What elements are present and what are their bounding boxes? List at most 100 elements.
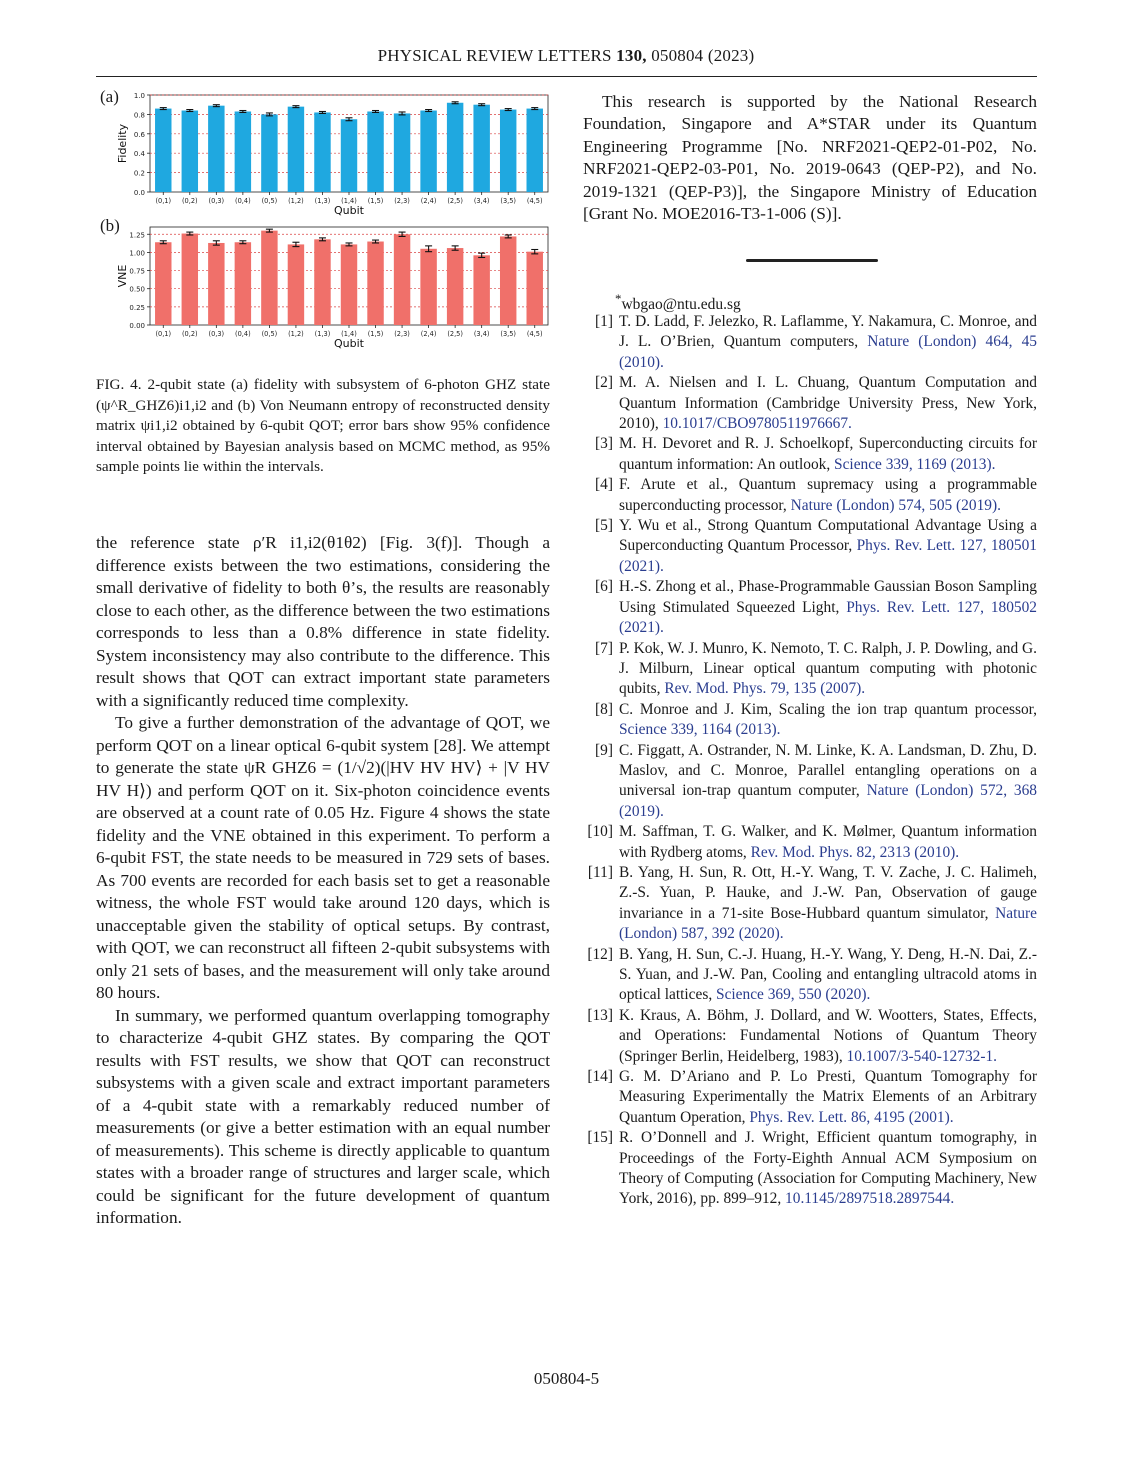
reference-link[interactable]: Rev. Mod. Phys. 82, 2313 (2010).	[750, 843, 960, 861]
x-tick-label: (1,5)	[368, 330, 384, 338]
x-tick-label: (0,4)	[235, 330, 251, 338]
reference-link[interactable]: Science 339, 1169 (2013).	[834, 455, 996, 473]
x-tick-label: (1,4)	[341, 197, 357, 205]
x-tick-label: (0,1)	[155, 330, 171, 338]
reference-item: [4] F. Arute et al., Quantum supremacy us…	[583, 475, 1037, 516]
reference-text: C. Monroe and J. Kim, Scaling the ion tr…	[619, 700, 1037, 718]
reference-text: Y. Wu et al., Strong Quantum Computation…	[619, 517, 1037, 555]
reference-text: H.-S. Zhong et al., Phase-Programmable G…	[619, 578, 1037, 616]
reference-link[interactable]: 10.1017/CBO9780511976667.	[662, 415, 852, 433]
x-tick-label: (0,3)	[209, 197, 225, 205]
bar	[526, 251, 543, 325]
bar	[499, 236, 517, 325]
x-tick-label: (0,4)	[235, 197, 251, 205]
journal-name: PHYSICAL REVIEW LETTERS	[377, 46, 612, 65]
reference-number: [3]	[595, 435, 613, 453]
x-tick-label: (1,3)	[315, 330, 331, 338]
x-tick-label: (1,5)	[368, 197, 384, 205]
caption-text: FIG. 4. 2-qubit state (a) fidelity with …	[96, 376, 550, 476]
reference-number: [9]	[595, 741, 613, 759]
x-tick-label: (3,4)	[474, 330, 490, 338]
x-tick-label: (2,4)	[421, 197, 437, 205]
reference-number: [15]	[587, 1129, 613, 1147]
reference-link[interactable]: Science 339, 1164 (2013).	[619, 721, 781, 739]
reference-item: [14] G. M. D’Ariano and P. Lo Presti, Qua…	[583, 1067, 1037, 1128]
y-tick-label: 1.00	[129, 249, 145, 257]
reference-item: [8] C. Monroe and J. Kim, Scaling the ion…	[583, 700, 1037, 741]
y-tick-label: 0.0	[134, 189, 145, 197]
reference-item: [15] R. O’Donnell and J. Wright, Efficien…	[583, 1128, 1037, 1210]
reference-number: [13]	[587, 1006, 613, 1024]
paragraph-2: To give a further demonstration of the a…	[96, 713, 550, 1002]
bar	[393, 113, 411, 192]
bar	[526, 108, 543, 192]
reference-item: [9] C. Figgatt, A. Ostrander, N. M. Linke…	[583, 741, 1037, 823]
x-tick-label: (1,2)	[288, 197, 304, 205]
corresponding-email[interactable]: *wbgao@ntu.edu.sg	[615, 291, 741, 314]
reference-link[interactable]: Phys. Rev. Lett. 127, 180501 (2021).	[619, 537, 1038, 575]
x-tick-label: (0,5)	[262, 330, 278, 338]
bar	[208, 105, 225, 192]
bar	[420, 110, 437, 192]
x-axis-label: Qubit	[334, 337, 365, 350]
reference-link[interactable]: Rev. Mod. Phys. 79, 135 (2007).	[664, 680, 866, 698]
reference-number: [12]	[587, 945, 613, 963]
x-tick-label: (1,4)	[341, 330, 357, 338]
paragraph-3: In summary, we performed quantum overlap…	[96, 1005, 550, 1228]
y-tick-label: 0.75	[129, 268, 145, 276]
reference-item: [13] K. Kraus, A. Böhm, J. Dollard, and W…	[583, 1006, 1037, 1067]
reference-number: [4]	[595, 476, 613, 494]
reference-link[interactable]: Nature (London) 574, 505 (2019).	[790, 496, 1001, 514]
x-tick-label: (3,5)	[500, 330, 516, 338]
reference-item: [10] M. Saffman, T. G. Walker, and K. Møl…	[583, 822, 1037, 863]
acknowledgment: This research is supported by the Nation…	[583, 92, 1037, 224]
y-tick-label: 1.0	[134, 92, 145, 100]
reference-link[interactable]: 10.1007/3-540-12732-1.	[846, 1047, 998, 1065]
email-address[interactable]: wbgao@ntu.edu.sg	[621, 296, 741, 314]
x-tick-label: (0,5)	[262, 197, 278, 205]
reference-link[interactable]: Phys. Rev. Lett. 86, 4195 (2001).	[749, 1108, 954, 1126]
x-tick-label: (4,5)	[527, 197, 543, 205]
figure-caption: FIG. 4. 2-qubit state (a) fidelity with …	[96, 375, 550, 478]
bar	[234, 111, 252, 192]
reference-item: [12] B. Yang, H. Sun, C.-J. Huang, H.-Y. …	[583, 945, 1037, 1006]
x-tick-label: (1,3)	[315, 197, 331, 205]
bar	[208, 242, 225, 325]
x-tick-label: (3,5)	[500, 197, 516, 205]
reference-link[interactable]: Nature (London) 464, 45 (2010).	[619, 333, 1038, 371]
volume-number: 130,	[616, 46, 647, 65]
fidelity-chart: 0.0 0.2 0.4 0.6 0.8 1.0 (0,1) (0,2) (0,3) (0,4) (0…	[116, 92, 549, 217]
bar	[420, 248, 437, 325]
reference-number: [8]	[595, 700, 613, 718]
reference-link[interactable]: Phys. Rev. Lett. 127, 180502 (2021).	[619, 598, 1038, 637]
header-rule	[96, 76, 1037, 77]
section-separator	[746, 259, 878, 262]
bar	[446, 248, 464, 325]
y-tick-label: 0.00	[129, 322, 145, 330]
page-number: 050804-5	[533, 1369, 600, 1388]
x-tick-label: (2,5)	[447, 197, 463, 205]
y-tick-label: 1.25	[129, 231, 145, 239]
y-axis-label: Fidelity	[116, 123, 129, 163]
y-tick-label: 0.25	[129, 304, 145, 312]
bar	[446, 102, 464, 192]
reference-number: [5]	[595, 517, 613, 535]
reference-number: [1]	[595, 313, 613, 330]
reference-link[interactable]: Nature (London) 587, 392 (2020).	[619, 904, 1037, 943]
reference-link[interactable]: Science 369, 550 (2020).	[716, 986, 871, 1004]
reference-item: [11] B. Yang, H. Sun, R. Ott, H.-Y. Wang,…	[583, 863, 1037, 945]
reference-list: [1] T. D. Ladd, F. Jelezko, R. Laflamme, …	[583, 312, 1037, 1210]
reference-text: C. Figgatt, A. Ostrander, N. M. Linke, K…	[619, 741, 1037, 800]
x-tick-label: (2,3)	[394, 330, 410, 338]
reference-link[interactable]: 10.1145/2897518.2897544.	[785, 1190, 955, 1208]
x-tick-label: (1,2)	[288, 330, 304, 338]
x-tick-label: (0,2)	[182, 197, 198, 205]
reference-link[interactable]: Nature (London) 572, 368 (2019).	[619, 782, 1037, 820]
reference-item: [3] M. H. Devoret and R. J. Schoelkopf, S…	[583, 434, 1037, 475]
x-tick-label: (0,3)	[209, 330, 225, 338]
x-tick-label: (2,3)	[394, 197, 410, 205]
reference-text: T. D. Ladd, F. Jelezko, R. Laflamme, Y. …	[619, 313, 1037, 351]
bar	[287, 244, 305, 325]
bar	[181, 233, 199, 325]
reference-number: [10]	[587, 823, 613, 841]
